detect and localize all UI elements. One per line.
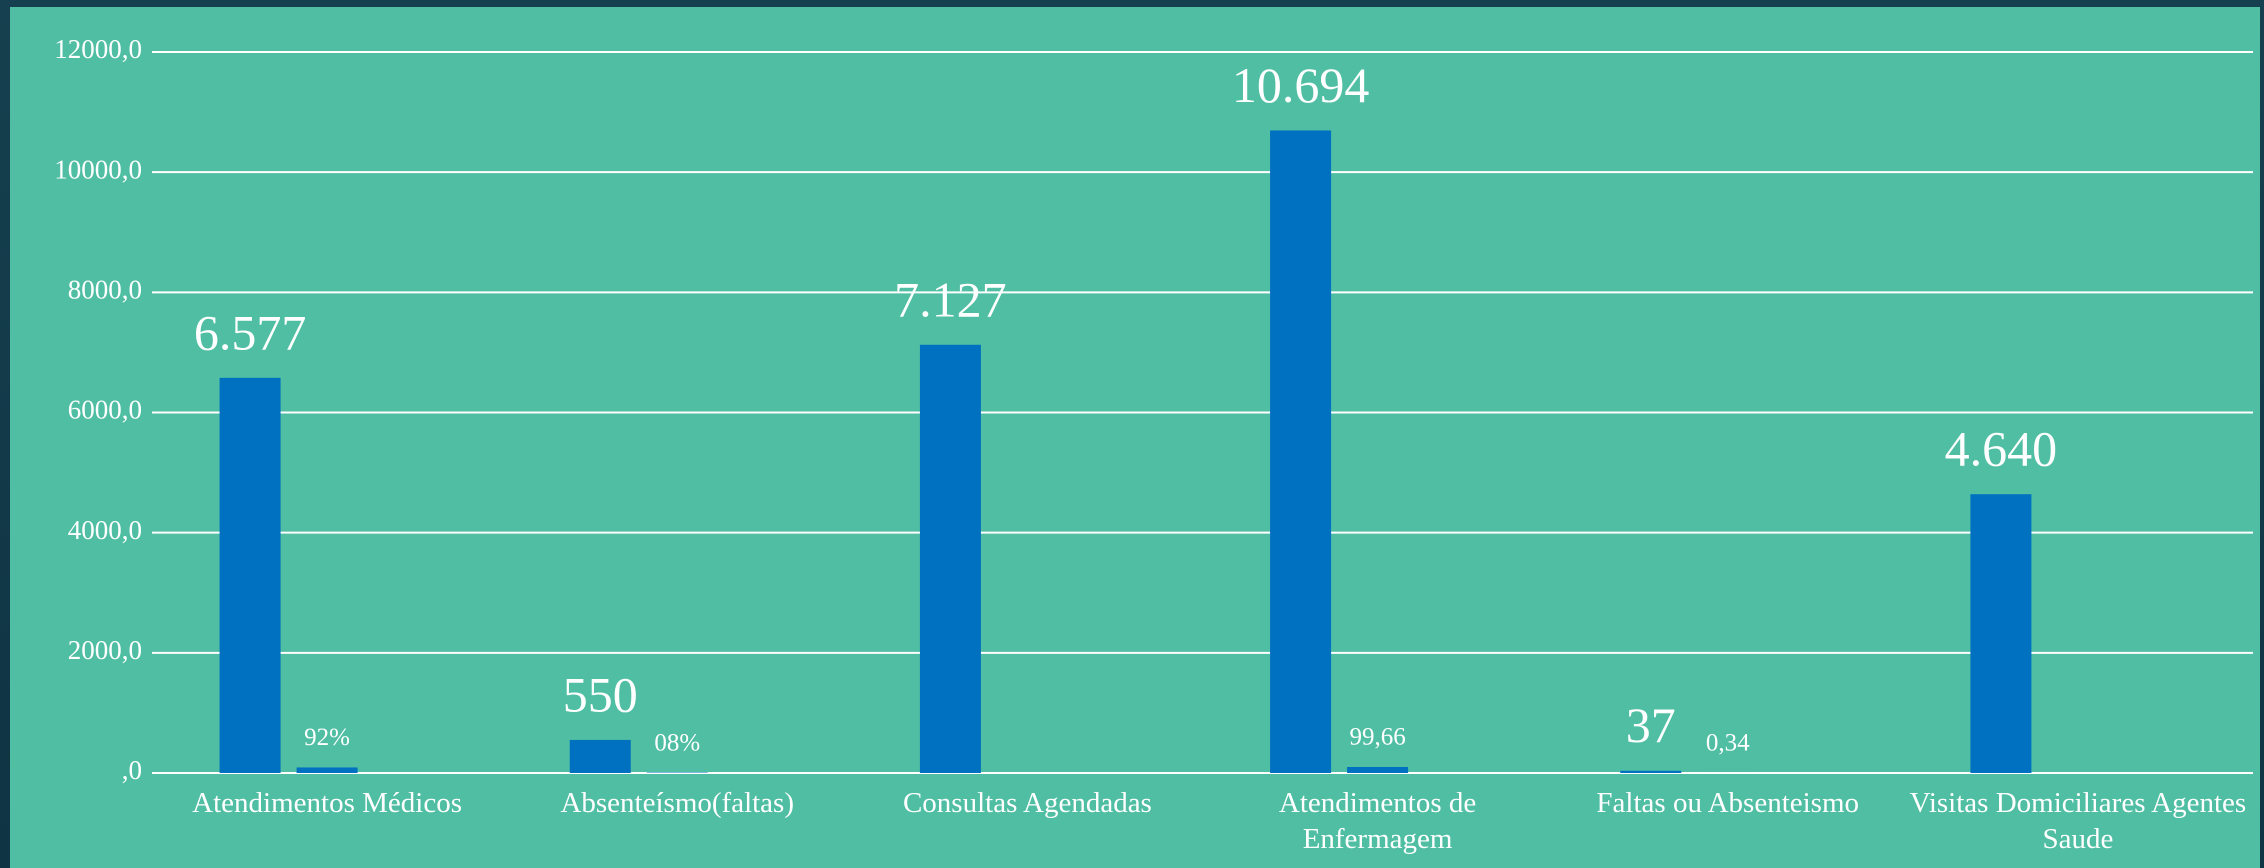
x-tick-label: Atendimentos Médicos bbox=[192, 787, 462, 819]
value-label: 10.694 bbox=[1232, 57, 1370, 113]
value-label: 99,66 bbox=[1349, 724, 1405, 751]
x-tick-label: Faltas ou Absenteismo bbox=[1596, 787, 1860, 819]
value-label: 550 bbox=[563, 666, 638, 722]
y-tick-label: 4000,0 bbox=[68, 515, 142, 545]
value-label: 7.127 bbox=[894, 271, 1007, 327]
bar bbox=[1620, 770, 1682, 773]
y-tick-label: 2000,0 bbox=[68, 635, 142, 665]
y-tick-label: 10000,0 bbox=[54, 154, 142, 184]
x-tick-label: Atendimentos de Enfermagem bbox=[1278, 787, 1477, 855]
chart-area bbox=[10, 7, 2260, 868]
value-label: 92% bbox=[304, 724, 350, 751]
y-tick-label: ,0 bbox=[122, 755, 142, 785]
y-tick-label: 12000,0 bbox=[54, 34, 142, 64]
bar bbox=[1970, 494, 2032, 773]
x-tick-label: Visitas Domiciliares Agentes Saude bbox=[1909, 787, 2247, 855]
value-label: 37 bbox=[1626, 697, 1676, 753]
value-label: 0,34 bbox=[1706, 730, 1750, 757]
bar bbox=[1347, 767, 1409, 773]
x-tick-label: Absenteísmo(faltas) bbox=[560, 787, 794, 819]
y-tick-label: 8000,0 bbox=[68, 275, 142, 305]
bar bbox=[569, 739, 631, 773]
bar bbox=[919, 344, 981, 773]
x-tick-label: Consultas Agendadas bbox=[902, 787, 1152, 819]
value-label: 4.640 bbox=[1945, 421, 2058, 477]
bar bbox=[296, 767, 358, 773]
bar bbox=[1270, 130, 1332, 774]
value-label: 6.577 bbox=[194, 304, 307, 360]
y-tick-label: 6000,0 bbox=[68, 395, 142, 425]
value-label: 08% bbox=[654, 729, 700, 756]
bar bbox=[219, 377, 281, 773]
